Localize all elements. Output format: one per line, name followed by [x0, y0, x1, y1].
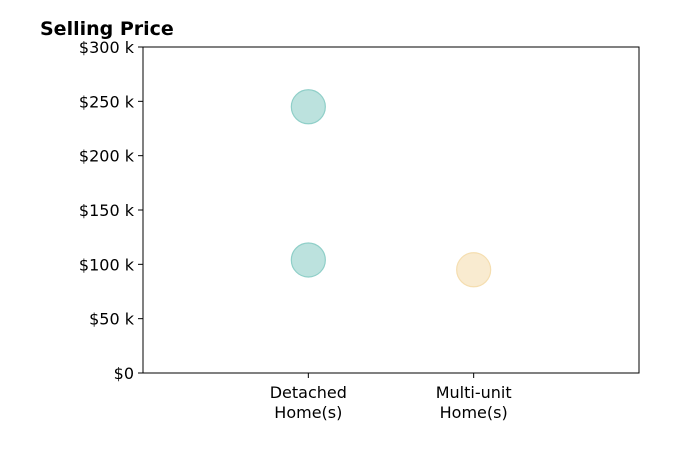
- y-tick-label: $100 k: [79, 255, 135, 274]
- y-tick-label: $150 k: [79, 201, 135, 220]
- y-tick-label: $0: [114, 364, 134, 383]
- x-tick-label: Multi-unit Home(s): [436, 383, 512, 422]
- x-axis: Detached Home(s) Multi-unit Home(s): [270, 373, 512, 422]
- data-points: [290, 89, 492, 288]
- chart-title: Selling Price: [40, 18, 174, 40]
- data-point: [290, 89, 326, 125]
- plot-frame: [142, 46, 640, 374]
- y-tick-label: $250 k: [79, 92, 135, 111]
- x-tick-label: Detached Home(s): [270, 383, 347, 422]
- y-tick-label: $50 k: [89, 310, 135, 329]
- y-tick-label: $300 k: [79, 38, 135, 57]
- y-axis: $0 $50 k $100 k $150 k $200 k $250 k $300 k: [79, 38, 143, 383]
- data-point: [290, 242, 326, 278]
- y-tick-label: $200 k: [79, 147, 135, 166]
- data-point: [456, 252, 492, 288]
